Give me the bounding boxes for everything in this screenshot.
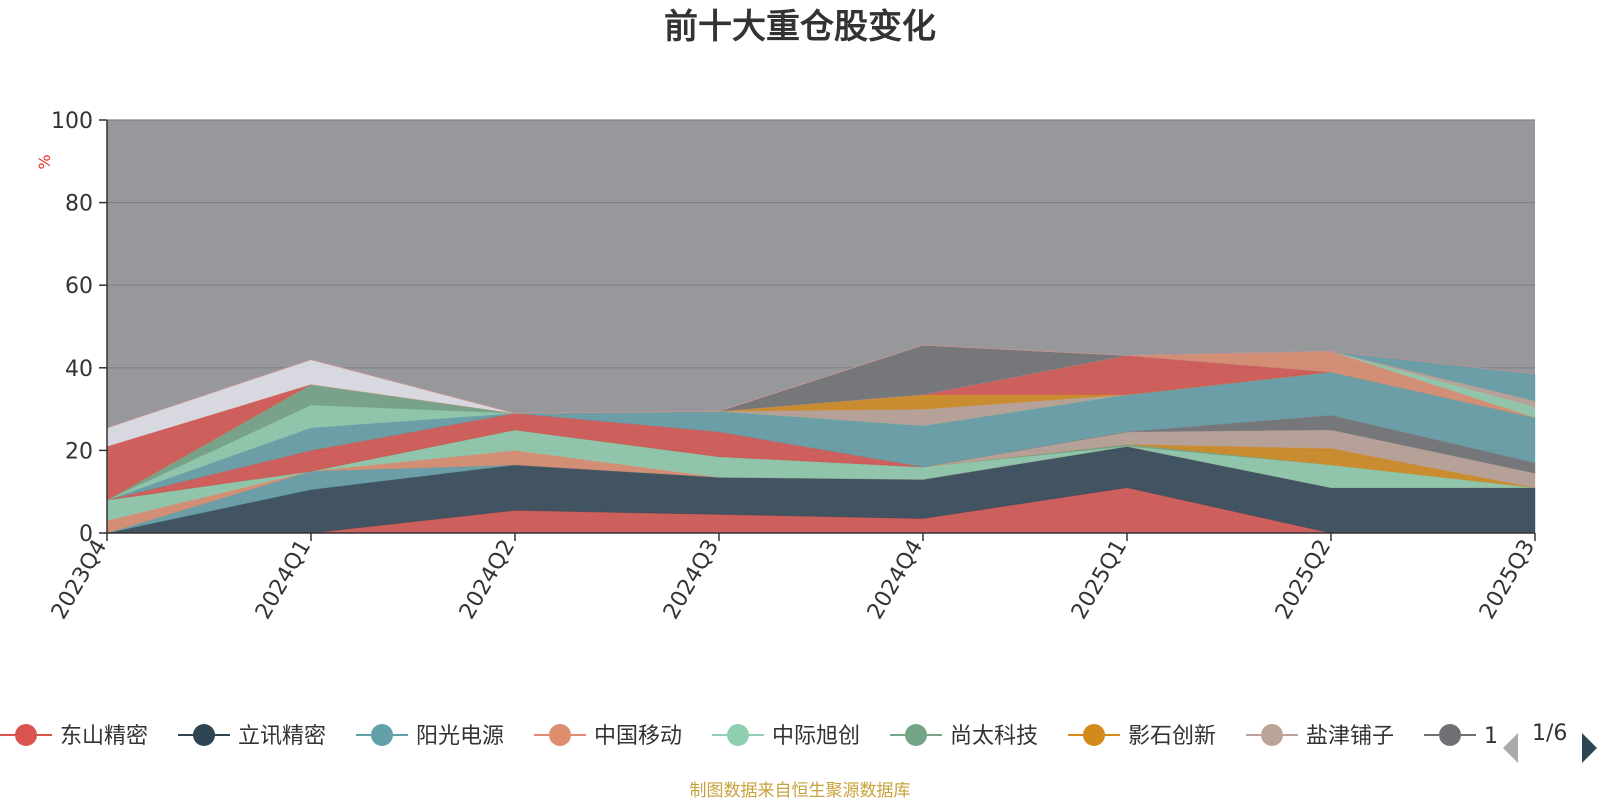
legend-label: 中际旭创 (772, 724, 860, 749)
area-series-24 (106, 344, 1536, 429)
area-series-22 (106, 344, 1536, 429)
legend-page-indicator: 1/6 (1532, 721, 1567, 746)
x-tick-label: 2025Q3 (1475, 536, 1540, 624)
chart-title: 前十大重仓股变化 (664, 7, 936, 47)
area-series-21 (106, 344, 1536, 429)
x-tick-label: 2025Q1 (1067, 536, 1132, 624)
y-tick-label: 60 (65, 274, 93, 299)
legend-label: 立讯精密 (238, 724, 326, 749)
legend-label: 中国移动 (594, 724, 682, 749)
legend-label: 盐津铺子 (1306, 724, 1394, 749)
x-tick-label: 2024Q1 (251, 536, 316, 624)
area-series-20 (106, 344, 1536, 429)
x-tick-label: 2024Q3 (659, 536, 724, 624)
data-source-note: 制图数据来自恒生聚源数据库 (690, 781, 911, 800)
legend-label: 阳光电源 (416, 724, 504, 749)
area-series-11 (106, 371, 1536, 501)
legend-circle-marker (549, 724, 571, 746)
stacked-areas (106, 344, 1536, 534)
legend-label: 1 (1484, 724, 1498, 749)
legend-item[interactable]: 盐津铺子 (1246, 724, 1394, 749)
x-tick-label: 2024Q2 (455, 536, 520, 624)
legend-circle-marker (193, 724, 215, 746)
legend-label: 影石创新 (1128, 724, 1216, 749)
legend-item[interactable]: 尚太科技 (890, 724, 1038, 749)
legend-item[interactable]: 1 (1424, 724, 1498, 749)
legend-next-arrow-icon[interactable] (1582, 733, 1597, 763)
area-series-9 (106, 414, 1536, 501)
y-tick-label: 40 (65, 357, 93, 382)
y-tick-label: 100 (51, 109, 93, 134)
legend-circle-marker (15, 724, 37, 746)
legend-pager: 1/6 (1503, 721, 1597, 763)
area-series-5 (106, 429, 1536, 522)
legend-item[interactable]: 影石创新 (1068, 724, 1216, 749)
legend-circle-marker (727, 724, 749, 746)
legend-item[interactable]: 立讯精密 (178, 724, 326, 749)
legend-prev-arrow-icon[interactable] (1503, 733, 1518, 763)
legend-item[interactable]: 中国移动 (534, 724, 682, 749)
legend-circle-marker (905, 724, 927, 746)
legend-circle-marker (1261, 724, 1283, 746)
area-series-8 (106, 429, 1536, 501)
y-tick-label: 20 (65, 439, 93, 464)
legend-circle-marker (371, 724, 393, 746)
legend-item[interactable]: 中际旭创 (712, 724, 860, 749)
legend-circle-marker (1439, 724, 1461, 746)
x-tick-label: 2024Q4 (863, 536, 928, 624)
y-tick-label: 0 (79, 522, 93, 547)
legend: 东山精密 立讯精密 阳光电源 中国移动 中际旭创 尚太科技 影石创新 盐津铺子 1 (0, 724, 1498, 749)
x-tick-label: 2023Q4 (47, 536, 112, 624)
legend-label: 尚太科技 (950, 724, 1038, 749)
y-axis-unit-label: % (35, 154, 54, 169)
legend-item[interactable]: 东山精密 (0, 724, 148, 749)
legend-label: 东山精密 (60, 724, 148, 749)
legend-item[interactable]: 阳光电源 (356, 724, 504, 749)
y-tick-label: 80 (65, 192, 93, 217)
x-tick-label: 2025Q2 (1271, 536, 1336, 624)
legend-circle-marker (1083, 724, 1105, 746)
